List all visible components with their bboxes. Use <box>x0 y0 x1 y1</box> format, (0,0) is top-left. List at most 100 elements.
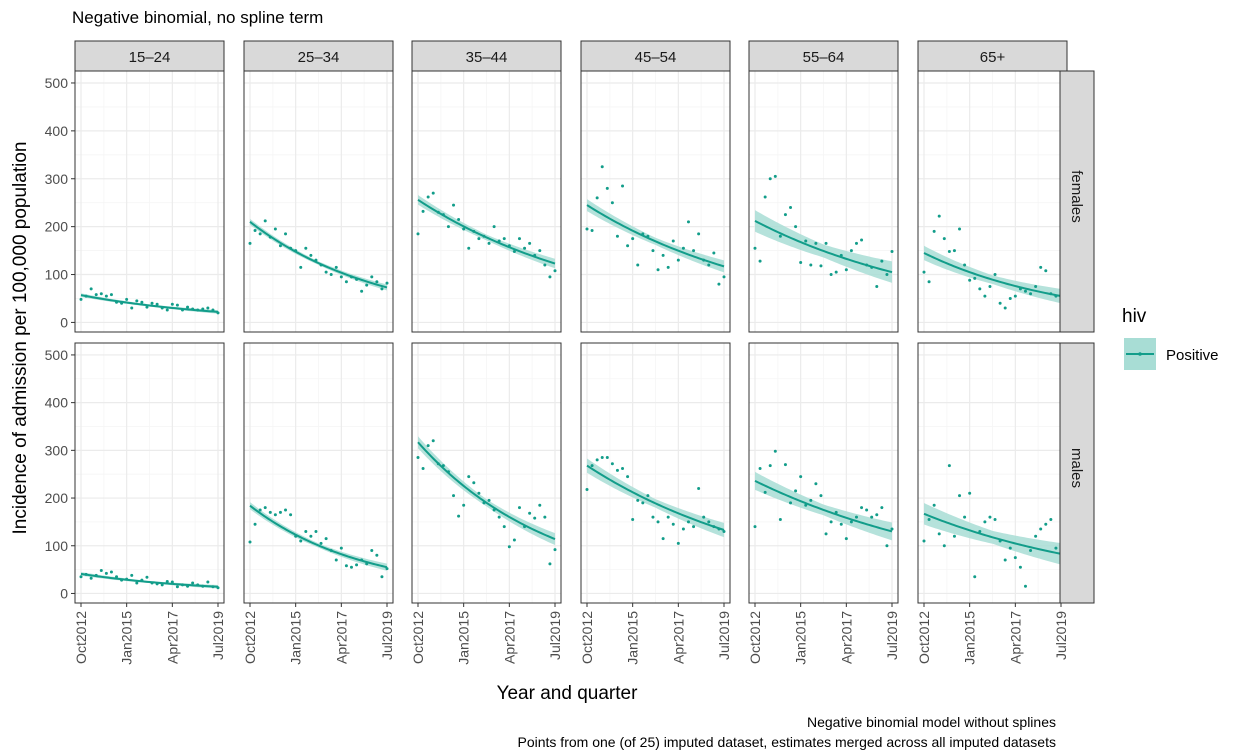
data-point <box>758 466 762 470</box>
data-point <box>502 237 506 241</box>
data-point <box>932 503 936 507</box>
data-point <box>385 281 389 285</box>
data-point <box>528 241 532 245</box>
data-point <box>497 239 501 243</box>
data-point <box>854 241 858 245</box>
y-tick-label: 400 <box>45 123 69 139</box>
data-point <box>814 482 818 486</box>
data-point <box>885 544 889 548</box>
data-point <box>349 565 353 569</box>
data-point <box>517 506 521 510</box>
data-point <box>794 225 798 229</box>
data-point <box>385 567 389 571</box>
data-point <box>656 520 660 524</box>
data-point <box>462 227 466 231</box>
data-point <box>717 282 721 286</box>
data-point <box>334 265 338 269</box>
data-point <box>819 494 823 498</box>
data-point <box>517 237 521 241</box>
data-point <box>201 584 205 588</box>
panel-border <box>411 342 562 604</box>
y-axis-title: Incidence of admission per 100,000 popul… <box>10 142 31 535</box>
data-point <box>130 306 134 310</box>
data-point <box>844 268 848 272</box>
data-point <box>135 299 139 303</box>
data-point <box>89 287 93 291</box>
chart-title: Negative binomial, no spline term <box>72 8 323 27</box>
data-point <box>324 270 328 274</box>
data-point <box>865 508 869 512</box>
panel-males-0 <box>74 342 225 604</box>
data-point <box>512 538 516 542</box>
data-point <box>155 582 159 586</box>
data-point <box>804 239 808 243</box>
data-point <box>963 515 967 519</box>
data-point <box>289 513 293 517</box>
y-tick-label: 200 <box>45 490 69 506</box>
data-point <box>1044 522 1048 526</box>
data-point <box>421 466 425 470</box>
data-point <box>191 307 195 311</box>
panel-border <box>580 342 731 604</box>
data-point <box>273 513 277 517</box>
data-point <box>553 548 557 552</box>
data-point <box>523 525 527 529</box>
data-point <box>778 518 782 522</box>
data-point <box>763 195 767 199</box>
data-point <box>319 541 323 545</box>
data-point <box>875 285 879 288</box>
data-point <box>834 270 838 274</box>
data-point <box>216 586 220 590</box>
data-point <box>631 518 635 522</box>
data-point <box>125 577 129 581</box>
data-point <box>553 269 557 273</box>
panel-males-5 <box>917 342 1068 604</box>
data-point <box>585 487 589 491</box>
data-point <box>487 498 491 502</box>
data-point <box>487 241 491 245</box>
data-point <box>844 537 848 541</box>
data-point <box>375 553 379 557</box>
x-tick-label: Apr2017 <box>838 611 854 664</box>
panel-border <box>74 342 225 604</box>
data-point <box>666 265 670 269</box>
data-point <box>1003 306 1007 310</box>
data-point <box>299 539 303 543</box>
data-point <box>712 251 716 255</box>
data-point <box>753 246 757 250</box>
data-point <box>211 585 215 589</box>
data-point <box>344 564 348 568</box>
data-point <box>651 249 655 253</box>
data-point <box>150 301 154 305</box>
data-point <box>84 294 88 298</box>
data-point <box>472 481 476 485</box>
data-point <box>180 308 184 312</box>
data-point <box>692 525 696 529</box>
x-axis-title: Year and quarter <box>497 683 639 704</box>
data-point <box>482 501 486 505</box>
data-point <box>849 249 853 253</box>
data-point <box>370 549 374 553</box>
data-point <box>273 227 277 231</box>
data-point <box>676 541 680 545</box>
data-point <box>870 515 874 519</box>
data-point <box>109 293 113 297</box>
data-point <box>135 581 139 585</box>
x-tick-label: Apr2017 <box>1007 611 1023 664</box>
data-point <box>651 515 655 519</box>
data-point <box>646 494 650 498</box>
data-point <box>1054 294 1058 298</box>
data-point <box>799 475 803 479</box>
data-point <box>477 237 481 241</box>
confidence-ribbon <box>418 195 555 269</box>
data-point <box>1034 285 1038 288</box>
data-point <box>206 580 210 584</box>
data-point <box>416 456 420 459</box>
data-point <box>278 510 282 514</box>
data-point <box>160 583 164 587</box>
data-point <box>819 264 823 268</box>
data-point <box>89 576 93 580</box>
data-point <box>681 527 685 531</box>
data-point <box>773 449 777 453</box>
data-point <box>947 250 951 254</box>
